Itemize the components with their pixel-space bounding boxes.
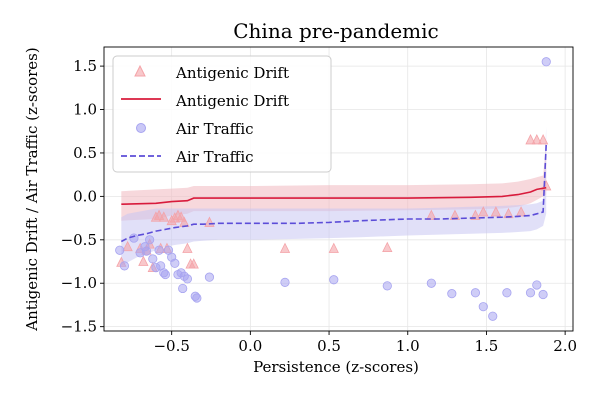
series-line	[120, 144, 547, 243]
circle-marker-icon	[136, 123, 146, 133]
circle-point	[170, 258, 180, 268]
circle-point	[470, 288, 481, 298]
x-axis: −0.5 0.0 0.5 1.0 1.5 2.0	[153, 331, 577, 355]
circle-point	[502, 288, 512, 298]
confidence-band	[121, 126, 547, 266]
triangle-point	[531, 134, 542, 145]
plot-frame	[103, 46, 574, 332]
triangle-point	[478, 206, 489, 217]
triangle-point	[382, 241, 393, 253]
chart-title: China pre-pandemic	[233, 19, 439, 43]
triangle-point	[537, 134, 549, 145]
x-tick-label: 1.5	[475, 337, 499, 355]
legend-label: Air Traffic	[175, 120, 254, 138]
circle-point	[382, 281, 392, 291]
triangle-point	[490, 206, 502, 217]
y-tick-label: 1.0	[73, 101, 97, 119]
triangle-point	[279, 242, 291, 253]
legend-entry-air-traffic-marker: Air Traffic	[136, 120, 254, 138]
x-tick-label: 0.0	[238, 337, 262, 355]
x-tick-label: 0.5	[317, 337, 341, 355]
x-tick-label: 2.0	[553, 337, 577, 355]
circle-point	[145, 235, 155, 245]
circle-point	[478, 302, 488, 312]
y-tick-label: −1.0	[61, 274, 97, 292]
circle-point	[154, 245, 164, 255]
circle-point	[538, 289, 548, 300]
series-line	[121, 186, 547, 205]
triangle-point	[138, 255, 149, 266]
circle-point	[119, 261, 130, 271]
confidence-bands	[121, 126, 547, 266]
x-tick-label: 1.0	[396, 337, 420, 355]
triangle-marker-icon	[134, 64, 146, 77]
y-tick-label: −1.5	[61, 318, 97, 336]
x-tick-label: −0.5	[153, 337, 189, 355]
legend-entry-antigenic-drift-marker: Antigenic Drift	[134, 64, 289, 82]
circle-point	[532, 280, 542, 290]
circle-point	[129, 233, 139, 243]
triangle-point	[158, 211, 169, 222]
legend-entry-antigenic-drift-line: Antigenic Drift	[121, 92, 289, 110]
triangle-point	[426, 209, 437, 220]
legend-entry-air-traffic-line: Air Traffic	[121, 148, 254, 166]
triangle-point	[503, 207, 514, 219]
circle-point	[160, 269, 170, 280]
triangle-point	[515, 206, 527, 217]
circle-point	[192, 293, 202, 303]
circle-point	[280, 277, 290, 287]
circle-point	[525, 288, 536, 298]
legend-label: Antigenic Drift	[175, 92, 289, 110]
circle-point	[541, 57, 551, 67]
y-tick-label: 0.5	[73, 144, 97, 162]
circle-point	[178, 283, 188, 294]
legend: Antigenic Drift Antigenic Drift Air Traf…	[112, 55, 332, 173]
circle-point	[141, 246, 152, 256]
legend-box	[112, 55, 332, 173]
x-axis-label: Persistence (z-scores)	[253, 358, 419, 376]
circle-point	[115, 245, 125, 255]
y-tick-label: −0.5	[61, 231, 97, 249]
circle-point	[488, 311, 498, 321]
y-tick-label: 1.5	[73, 57, 97, 75]
triangle-point	[188, 258, 199, 269]
circle-point	[204, 272, 215, 282]
scatter-points	[115, 57, 552, 321]
triangle-point	[525, 134, 536, 145]
y-axis: −1.5 −1.0 −0.5 0.0 0.5 1.0 1.5	[61, 57, 104, 336]
triangle-point	[328, 242, 339, 253]
confidence-band	[121, 144, 547, 221]
legend-label: Antigenic Drift	[175, 64, 289, 82]
circle-point	[447, 289, 457, 299]
triangle-point	[122, 240, 133, 252]
circle-point	[182, 274, 193, 284]
triangle-point	[182, 242, 193, 253]
circle-point	[426, 278, 436, 288]
y-axis-label: Antigenic Drift / Air Traffic (z-scores)	[23, 47, 41, 331]
trend-lines	[120, 144, 547, 243]
triangle-point	[449, 209, 461, 220]
legend-label: Air Traffic	[175, 148, 254, 166]
y-tick-label: 0.0	[73, 187, 97, 205]
circle-point	[148, 254, 158, 264]
circle-point	[329, 275, 339, 285]
